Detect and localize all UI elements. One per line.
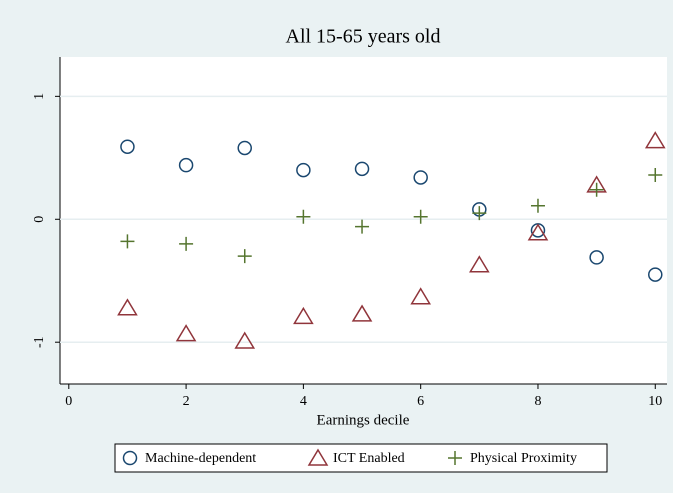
x-tick-label: 8 — [534, 394, 541, 409]
point — [469, 255, 490, 273]
x-tick-label: 6 — [417, 394, 424, 409]
legend-label: Machine-dependent — [145, 451, 256, 466]
point — [296, 162, 311, 178]
point — [237, 249, 252, 264]
x-tick-label: 4 — [300, 394, 307, 409]
legend-label: ICT Enabled — [333, 451, 405, 466]
point — [648, 267, 663, 282]
point — [293, 306, 314, 325]
point — [413, 209, 428, 224]
point — [234, 331, 256, 349]
point — [355, 219, 370, 234]
legend-label: Physical Proximity — [470, 451, 577, 466]
point — [448, 451, 462, 465]
plot-area — [60, 57, 667, 384]
point — [120, 234, 135, 249]
point — [178, 157, 194, 173]
point — [648, 168, 663, 183]
point — [179, 236, 194, 251]
point — [472, 206, 487, 221]
point — [527, 223, 549, 241]
point — [122, 450, 138, 466]
point — [237, 140, 252, 156]
y-tick-label: 0 — [32, 216, 47, 223]
x-axis-label: Earnings decile — [317, 412, 410, 428]
x-tick-label: 0 — [65, 394, 72, 409]
point — [354, 161, 370, 177]
point — [175, 324, 197, 342]
point — [117, 298, 138, 316]
x-tick-label: 10 — [648, 394, 662, 409]
point — [307, 448, 329, 466]
legend — [114, 443, 608, 473]
point — [410, 287, 432, 305]
point — [413, 170, 428, 185]
point — [589, 182, 604, 197]
point — [589, 250, 604, 265]
point — [120, 139, 135, 154]
point — [296, 209, 311, 224]
point — [644, 131, 666, 149]
point — [530, 198, 545, 213]
x-tick-label: 2 — [183, 394, 190, 409]
y-tick-label: -1 — [32, 336, 47, 348]
chart-title: All 15-65 years old — [286, 26, 441, 48]
y-tick-label: 1 — [32, 93, 47, 100]
point — [351, 304, 373, 322]
